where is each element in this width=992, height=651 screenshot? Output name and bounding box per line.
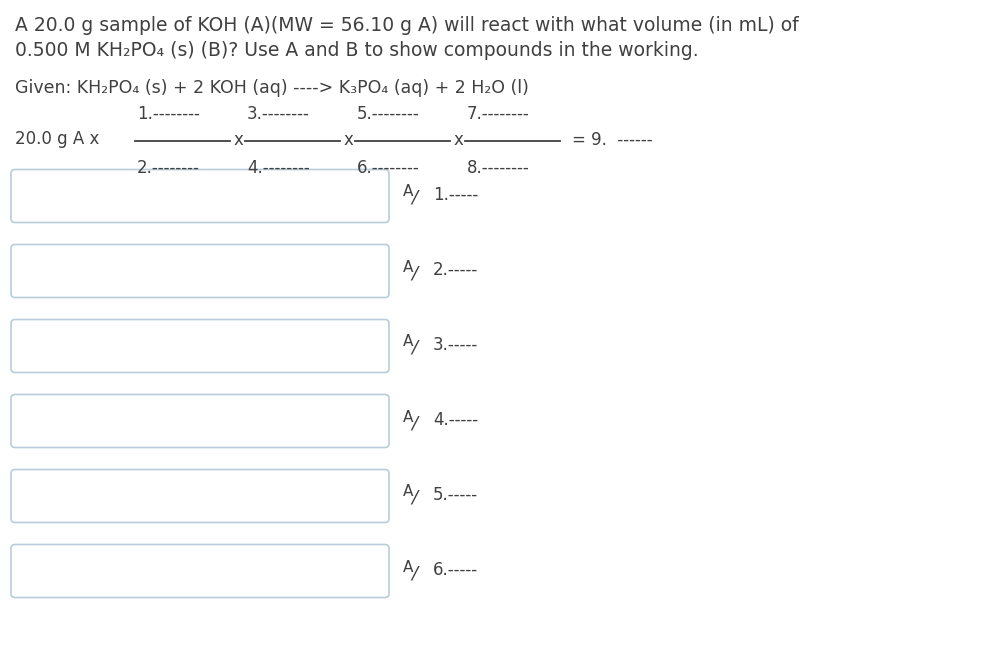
Text: /: / bbox=[411, 414, 417, 432]
Text: /: / bbox=[411, 264, 417, 282]
Text: 4.--------: 4.-------- bbox=[247, 159, 310, 177]
Text: A: A bbox=[403, 484, 414, 499]
Text: A: A bbox=[403, 335, 414, 350]
Text: x: x bbox=[344, 131, 354, 149]
Text: 4.-----: 4.----- bbox=[433, 411, 478, 429]
Text: /: / bbox=[411, 564, 417, 582]
Text: 3.-----: 3.----- bbox=[433, 336, 478, 354]
FancyBboxPatch shape bbox=[11, 169, 389, 223]
Text: 2.-----: 2.----- bbox=[433, 261, 478, 279]
Text: A: A bbox=[403, 260, 414, 275]
FancyBboxPatch shape bbox=[11, 469, 389, 523]
Text: A: A bbox=[403, 184, 414, 199]
Text: 5.--------: 5.-------- bbox=[357, 105, 420, 123]
Text: 20.0 g A x: 20.0 g A x bbox=[15, 130, 99, 148]
Text: = 9.  ------: = 9. ------ bbox=[572, 131, 653, 149]
Text: Given: KH₂PO₄ (s) + 2 KOH (aq) ----> K₃PO₄ (aq) + 2 H₂O (l): Given: KH₂PO₄ (s) + 2 KOH (aq) ----> K₃P… bbox=[15, 79, 529, 97]
Text: 2.--------: 2.-------- bbox=[137, 159, 199, 177]
Text: x: x bbox=[234, 131, 244, 149]
FancyBboxPatch shape bbox=[11, 245, 389, 298]
FancyBboxPatch shape bbox=[11, 395, 389, 447]
Text: x: x bbox=[454, 131, 464, 149]
Text: A: A bbox=[403, 559, 414, 574]
Text: /: / bbox=[411, 489, 417, 507]
Text: 3.--------: 3.-------- bbox=[247, 105, 310, 123]
FancyBboxPatch shape bbox=[11, 544, 389, 598]
Text: 1.-----: 1.----- bbox=[433, 186, 478, 204]
Text: 0.500 M KH₂PO₄ (s) (B)? Use A and B to show compounds in the working.: 0.500 M KH₂PO₄ (s) (B)? Use A and B to s… bbox=[15, 41, 698, 60]
Text: 8.--------: 8.-------- bbox=[467, 159, 530, 177]
Text: 5.-----: 5.----- bbox=[433, 486, 478, 504]
Text: A 20.0 g sample of KOH (A)(MW = 56.10 g A) will react with what volume (in mL) o: A 20.0 g sample of KOH (A)(MW = 56.10 g … bbox=[15, 16, 799, 35]
Text: 1.--------: 1.-------- bbox=[137, 105, 199, 123]
FancyBboxPatch shape bbox=[11, 320, 389, 372]
Text: /: / bbox=[411, 339, 417, 357]
Text: 6.--------: 6.-------- bbox=[357, 159, 420, 177]
Text: 6.-----: 6.----- bbox=[433, 561, 478, 579]
Text: 7.--------: 7.-------- bbox=[467, 105, 530, 123]
Text: /: / bbox=[411, 189, 417, 207]
Text: A: A bbox=[403, 409, 414, 424]
